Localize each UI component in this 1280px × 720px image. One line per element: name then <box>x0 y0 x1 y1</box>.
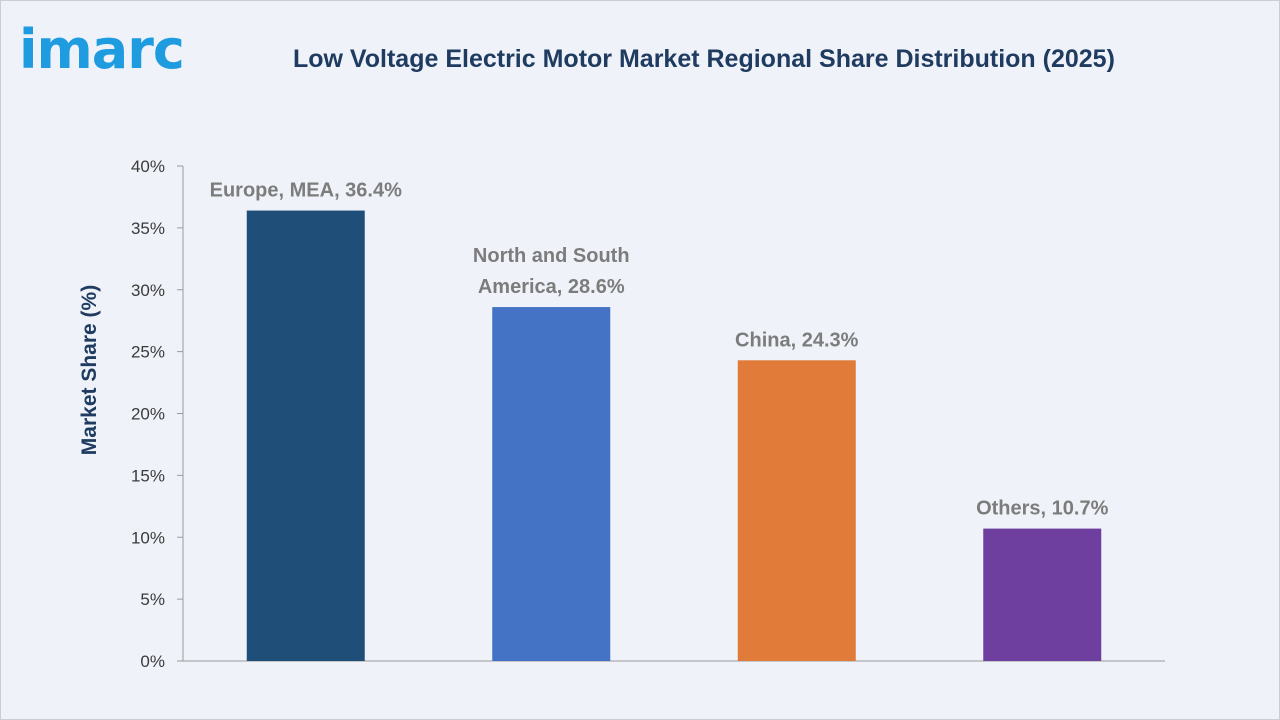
bar-data-label: Europe, MEA, 36.4% <box>210 180 402 202</box>
imarc-logo: imarc <box>19 18 185 81</box>
bar <box>246 210 365 662</box>
bar-data-label: North and South <box>473 245 630 267</box>
bar-data-label: America, 28.6% <box>478 276 625 298</box>
bar <box>492 307 611 661</box>
bars <box>246 210 1102 662</box>
bar <box>983 528 1102 661</box>
y-tick-label: 15% <box>131 466 165 485</box>
y-tick-label: 25% <box>131 343 165 362</box>
bar-data-label: China, 24.3% <box>735 329 859 351</box>
y-tick-label: 10% <box>131 528 165 547</box>
y-tick-label: 40% <box>131 157 165 176</box>
data-labels: Europe, MEA, 36.4% North and South America… <box>210 180 1109 520</box>
y-tick-label: 20% <box>131 405 165 424</box>
y-tick-label: 0% <box>140 652 165 671</box>
bar <box>737 360 856 661</box>
y-tick-label: 35% <box>131 219 165 238</box>
bar-data-label: Others, 10.7% <box>976 498 1109 520</box>
y-tick-label: 5% <box>140 590 165 609</box>
y-tick-label: 30% <box>131 281 165 300</box>
y-axis-title: Market Share (%) <box>78 285 101 455</box>
chart-title: Low Voltage Electric Motor Market Region… <box>293 45 1115 73</box>
y-axis: 0% 5% 10% 15% 20% 25% 30% 35% 40% <box>131 157 1165 671</box>
